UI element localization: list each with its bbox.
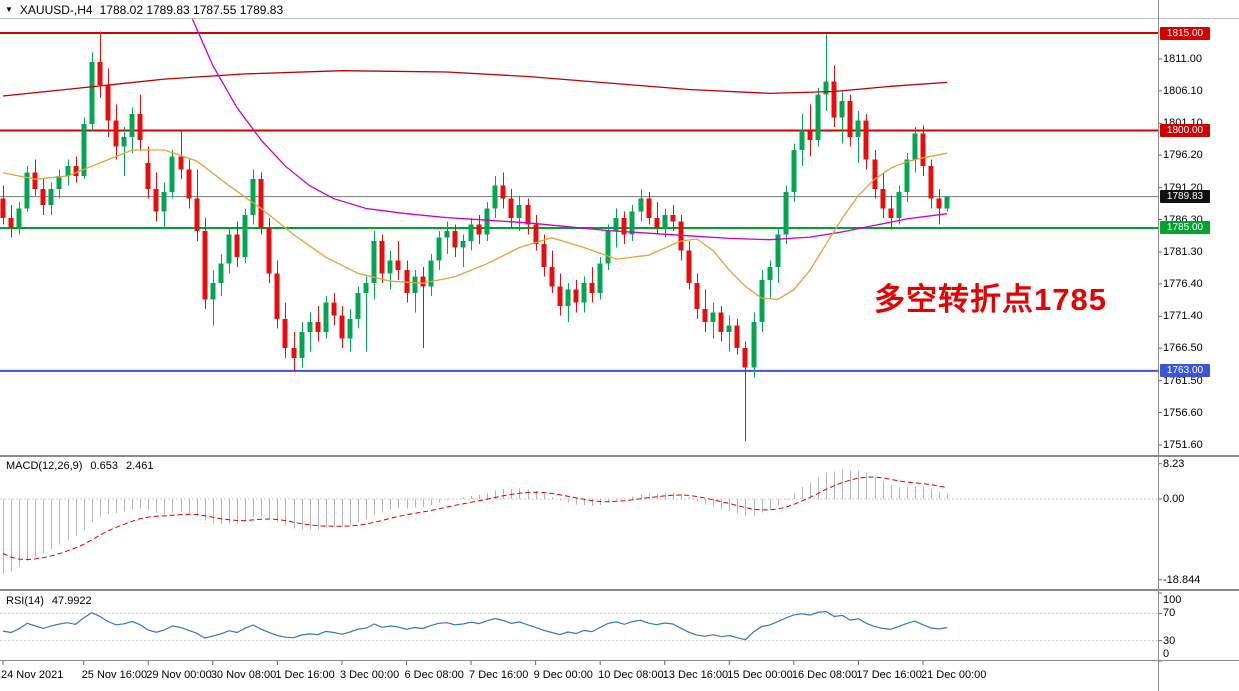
- macd-rsi-splitter[interactable]: [0, 589, 1239, 591]
- price-pane: [0, 19, 1158, 442]
- ma-mid-magenta: [191, 19, 948, 241]
- macd-name: MACD(12,26,9): [6, 460, 83, 472]
- price-macd-splitter[interactable]: [0, 455, 1239, 457]
- ma-fast-orange: [2, 149, 948, 301]
- rsi-timeaxis-splitter[interactable]: [0, 660, 1239, 661]
- symbol-period-label: XAUUSD-,H4: [19, 3, 93, 17]
- rsi-line: [2, 610, 948, 641]
- macd-signal-value: 2.461: [125, 460, 154, 472]
- chart-title: ▼ XAUUSD-,H4 1788.02 1789.83 1787.55 178…: [5, 3, 283, 17]
- symbol-dropdown-icon[interactable]: ▼: [5, 5, 13, 14]
- chart-top-border: [0, 18, 1239, 19]
- price-axis-separator: [1158, 0, 1159, 691]
- rsi-indicator-label: RSI(14) 47.9922: [6, 595, 92, 607]
- candles: [0, 31, 950, 442]
- macd-pane: [0, 469, 1158, 575]
- macd-histogram: [3, 469, 948, 575]
- macd-main-value: 0.653: [90, 460, 118, 472]
- rsi-pane: [0, 610, 1158, 642]
- ohlc-values: 1788.02 1789.83 1787.55 1789.83: [99, 3, 284, 17]
- macd-indicator-label: MACD(12,26,9) 0.653 2.461: [6, 460, 153, 472]
- rsi-value: 47.9922: [51, 595, 92, 607]
- ma-slow-red: [2, 70, 948, 97]
- annotation-text[interactable]: 多空转折点1785: [874, 282, 1107, 317]
- rsi-name: RSI(14): [6, 595, 44, 607]
- macd-signal-line: [2, 476, 948, 561]
